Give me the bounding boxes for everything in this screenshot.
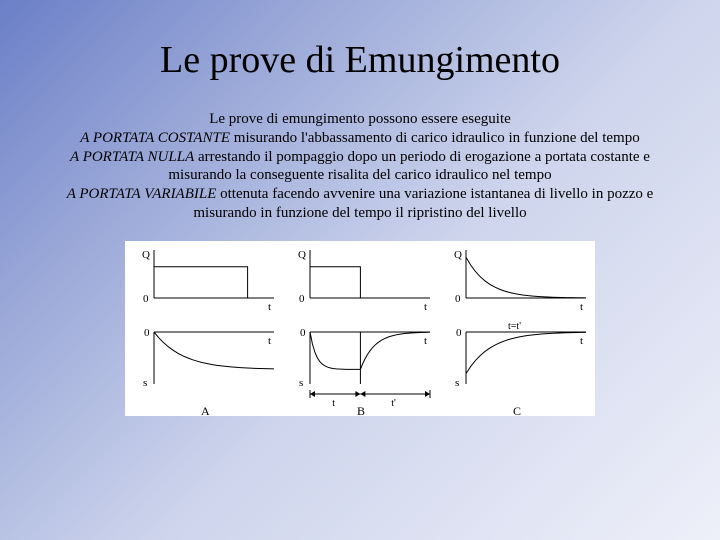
svg-text:Q: Q	[454, 249, 462, 261]
svg-text:t': t'	[391, 398, 396, 409]
svg-text:t: t	[424, 335, 427, 347]
svg-text:t: t	[332, 398, 335, 409]
svg-text:Q: Q	[142, 249, 150, 261]
svg-text:s: s	[299, 377, 303, 389]
svg-text:0: 0	[143, 293, 149, 305]
svg-text:s: s	[143, 377, 147, 389]
svg-text:0: 0	[456, 327, 462, 339]
svg-text:C: C	[513, 404, 521, 417]
rest-1: misurando l'abbassamento di carico idrau…	[230, 130, 640, 146]
line-portata-costante: A PORTATA COSTANTE misurando l'abbassame…	[60, 129, 660, 148]
svg-text:0: 0	[299, 293, 305, 305]
svg-text:t: t	[268, 301, 271, 313]
line-portata-variabile: A PORTATA VARIABILE ottenuta facendo avv…	[60, 185, 660, 223]
svg-text:0: 0	[144, 327, 150, 339]
svg-text:0: 0	[300, 327, 306, 339]
svg-text:B: B	[357, 404, 365, 417]
rest-3: ottenuta facendo avvenire una variazione…	[193, 186, 653, 221]
svg-text:t: t	[580, 335, 583, 347]
slide-title: Le prove di Emungimento	[50, 38, 670, 82]
ital-3: A PORTATA VARIABILE	[67, 186, 217, 202]
svg-text:0: 0	[455, 293, 461, 305]
svg-text:t: t	[268, 335, 271, 347]
svg-text:t: t	[580, 301, 583, 313]
line-portata-nulla: A PORTATA NULLA arrestando il pompaggio …	[60, 148, 660, 186]
ital-2: A PORTATA NULLA	[70, 149, 194, 165]
svg-text:s: s	[455, 377, 459, 389]
rest-2: arrestando il pompaggio dopo un periodo …	[168, 149, 650, 184]
intro-line: Le prove di emungimento possono essere e…	[60, 110, 660, 129]
svg-text:t=t': t=t'	[508, 321, 521, 332]
slide-body: Le prove di emungimento possono essere e…	[50, 110, 670, 223]
ital-1: A PORTATA COSTANTE	[80, 130, 230, 146]
svg-text:Q: Q	[298, 249, 306, 261]
svg-text:t: t	[424, 301, 427, 313]
figure-panels: Q 0 0 s t t A Q 0 0 s t t t t' B Q 0 0 s t t t=t' C	[125, 241, 595, 416]
svg-text:A: A	[201, 404, 210, 417]
